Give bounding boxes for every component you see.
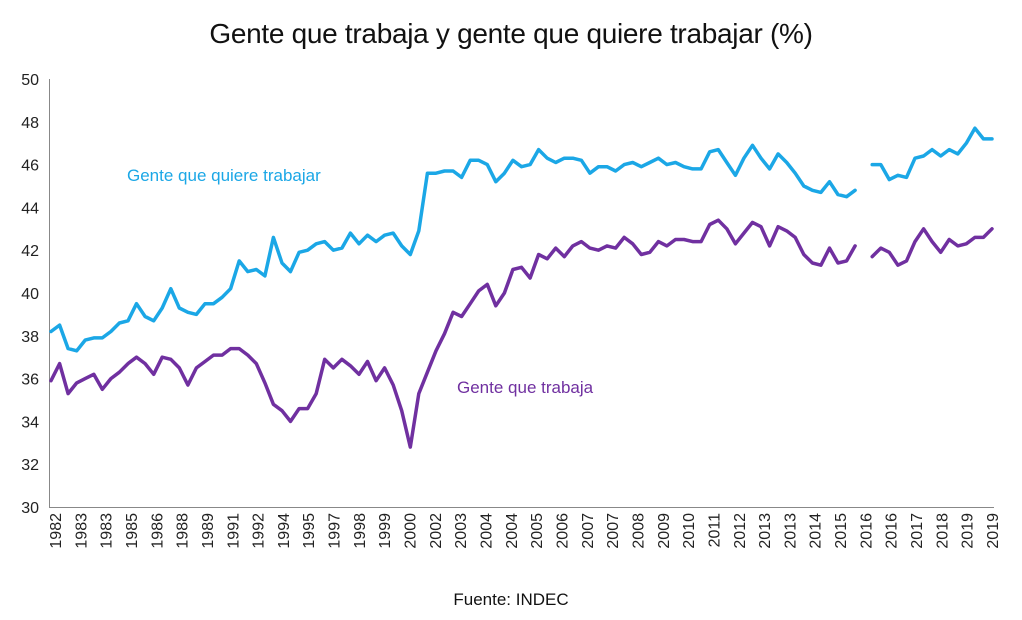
x-tick-label: 1992	[251, 513, 268, 549]
series-line-quiere-trabajar	[49, 126, 994, 353]
x-tick-label: 1982	[48, 513, 65, 549]
x-tick-label: 2017	[909, 513, 926, 549]
x-ticks: 1982 1983 1983 1985 1986 1988 1989 1991 1992 1994…	[48, 513, 1002, 549]
x-tick-label: 2012	[732, 513, 749, 549]
x-tick-label: 2016	[858, 513, 875, 549]
x-tick-label: 2011	[706, 513, 723, 548]
chart-title: Gente que trabaja y gente que quiere tra…	[209, 18, 813, 49]
series-label-trabaja: Gente que trabaja	[457, 378, 594, 397]
chart-source: Fuente: INDEC	[453, 590, 569, 609]
x-tick-label: 1999	[377, 513, 394, 549]
x-tick-label: 2018	[934, 513, 951, 549]
y-tick-label: 34	[21, 414, 39, 431]
y-ticks: 30 32 34 36 38 40 42 44 46 48 50	[21, 72, 39, 517]
x-tick-label: 1985	[124, 513, 141, 549]
y-tick-label: 38	[21, 329, 39, 346]
x-tick-label: 2007	[605, 513, 622, 549]
x-tick-label: 1989	[200, 513, 217, 549]
x-tick-label: 1991	[225, 513, 242, 549]
x-tick-label: 1997	[327, 513, 344, 549]
y-tick-label: 32	[21, 457, 39, 474]
y-tick-label: 50	[21, 72, 39, 89]
y-tick-label: 40	[21, 286, 39, 303]
x-tick-label: 1983	[99, 513, 116, 549]
y-tick-label: 46	[21, 158, 39, 175]
x-tick-label: 2014	[808, 513, 825, 549]
y-tick-label: 42	[21, 243, 39, 260]
x-tick-label: 2013	[757, 513, 774, 549]
x-tick-label: 2000	[403, 513, 420, 549]
x-tick-label: 2009	[656, 513, 673, 549]
axes	[49, 79, 994, 508]
series-label-quiere-trabajar: Gente que quiere trabajar	[127, 166, 321, 185]
x-tick-label: 2007	[580, 513, 597, 549]
y-tick-label: 36	[21, 372, 39, 389]
x-tick-label: 1995	[301, 513, 318, 549]
x-tick-label: 2016	[884, 513, 901, 549]
y-tick-label: 30	[21, 500, 39, 517]
x-tick-label: 1983	[73, 513, 90, 549]
x-tick-label: 2019	[985, 513, 1002, 549]
x-tick-label: 1998	[352, 513, 369, 549]
series-lines	[49, 126, 994, 449]
x-tick-label: 2006	[554, 513, 571, 549]
x-tick-label: 1988	[175, 513, 192, 549]
x-tick-label: 2003	[453, 513, 470, 549]
x-tick-label: 2004	[504, 513, 521, 549]
y-tick-label: 48	[21, 115, 39, 132]
x-tick-label: 1986	[149, 513, 166, 549]
series-line-trabaja	[49, 218, 994, 449]
x-tick-label: 2005	[529, 513, 546, 549]
x-tick-label: 2013	[782, 513, 799, 549]
x-tick-label: 2004	[479, 513, 496, 549]
x-tick-label: 1994	[276, 513, 293, 549]
y-tick-label: 44	[21, 200, 39, 217]
x-tick-label: 2019	[960, 513, 977, 549]
x-tick-label: 2008	[630, 513, 647, 549]
x-tick-label: 2015	[833, 513, 850, 549]
x-tick-label: 2002	[428, 513, 445, 549]
x-tick-label: 2010	[681, 513, 698, 549]
